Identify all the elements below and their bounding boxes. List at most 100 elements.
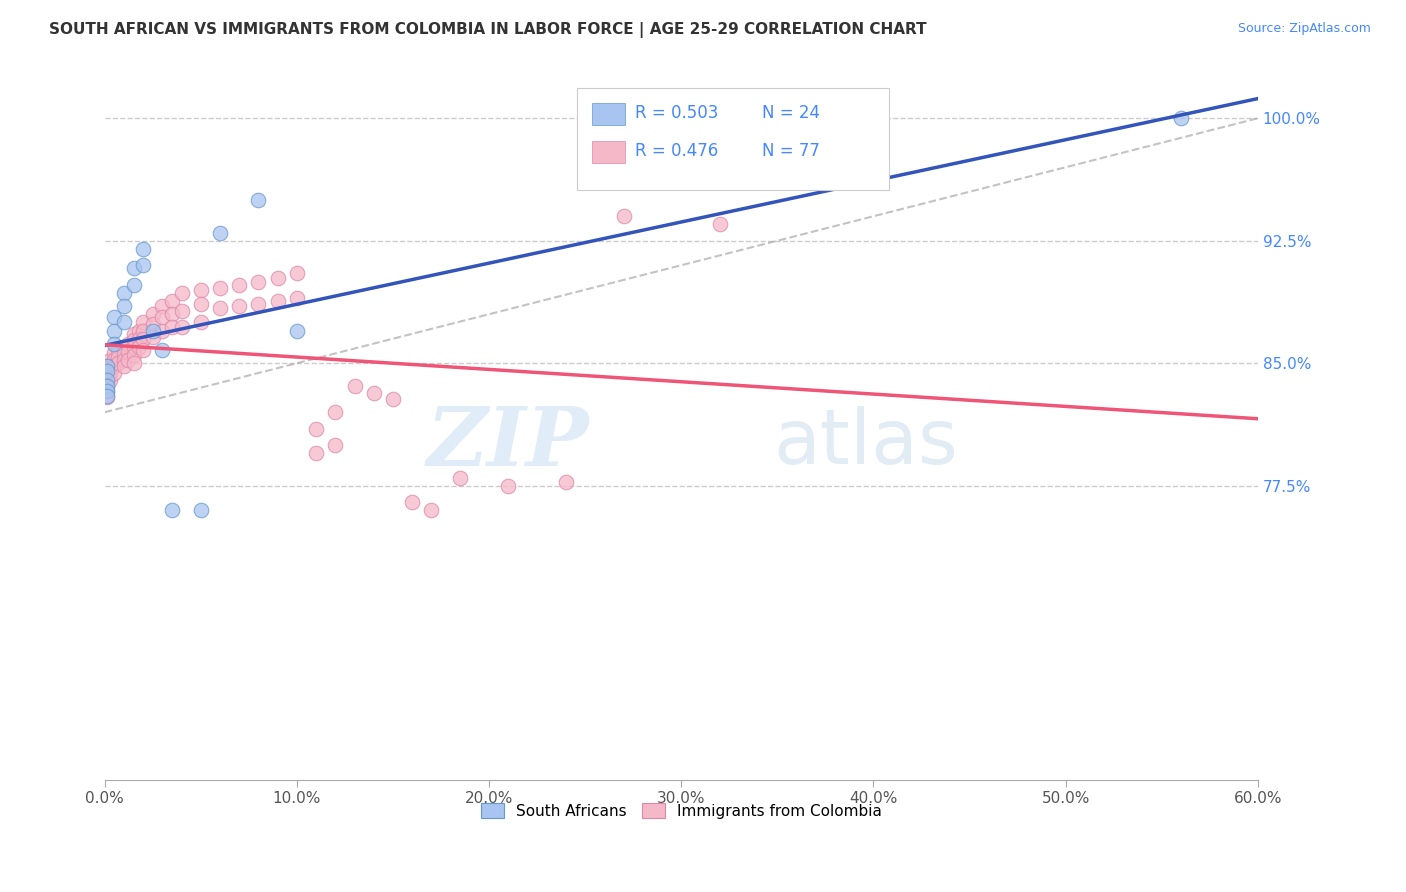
Point	[170, 285, 193, 300]
Point	[285, 324, 308, 338]
Point	[122, 348, 145, 362]
Point	[96, 389, 118, 403]
Point	[160, 294, 183, 309]
Point	[96, 369, 118, 384]
Point	[117, 336, 139, 351]
Text: Source: ZipAtlas.com: Source: ZipAtlas.com	[1237, 22, 1371, 36]
Point	[132, 258, 155, 272]
Point	[112, 285, 135, 300]
Point	[117, 353, 139, 368]
Point	[305, 446, 328, 460]
Point	[107, 343, 129, 358]
Point	[112, 346, 135, 360]
Point	[142, 324, 165, 338]
Point	[96, 374, 118, 388]
Point	[128, 324, 150, 338]
Point	[1170, 112, 1192, 126]
Point	[96, 372, 118, 386]
Point	[150, 310, 173, 325]
Point	[132, 343, 155, 358]
Point	[132, 324, 155, 338]
Point	[96, 384, 118, 398]
Point	[96, 379, 118, 393]
Point	[96, 391, 118, 405]
Point	[190, 283, 212, 297]
Point	[96, 364, 118, 378]
Point	[247, 297, 270, 311]
Point	[247, 193, 270, 207]
Text: R = 0.476: R = 0.476	[636, 142, 718, 161]
Point	[122, 277, 145, 292]
Point	[103, 346, 125, 360]
Point	[103, 366, 125, 380]
Point	[142, 307, 165, 321]
Point	[132, 332, 155, 346]
Point	[305, 421, 328, 435]
Point	[112, 340, 135, 354]
Point	[112, 299, 135, 313]
Point	[420, 503, 443, 517]
Point	[112, 315, 135, 329]
Point	[100, 359, 122, 374]
Point	[709, 218, 731, 232]
Point	[112, 359, 135, 374]
Point	[363, 385, 385, 400]
Text: ZIP: ZIP	[426, 402, 589, 483]
Point	[190, 503, 212, 517]
Legend: South Africans, Immigrants from Colombia: South Africans, Immigrants from Colombia	[475, 797, 889, 824]
Point	[247, 275, 270, 289]
Text: N = 24: N = 24	[762, 103, 820, 121]
Point	[170, 304, 193, 318]
Point	[142, 330, 165, 344]
Point	[498, 478, 520, 492]
Point	[228, 299, 250, 313]
Text: atlas: atlas	[773, 406, 959, 480]
Point	[96, 379, 118, 393]
Point	[122, 261, 145, 276]
Point	[96, 359, 118, 374]
Point	[401, 495, 423, 509]
Text: R = 0.503: R = 0.503	[636, 103, 718, 121]
Point	[160, 307, 183, 321]
Point	[103, 359, 125, 374]
Point	[208, 226, 231, 240]
Point	[100, 372, 122, 386]
Point	[555, 475, 578, 490]
Point	[381, 392, 404, 406]
Point	[103, 324, 125, 338]
Text: N = 77: N = 77	[762, 142, 820, 161]
Point	[208, 281, 231, 295]
Point	[160, 320, 183, 334]
Point	[285, 266, 308, 280]
Point	[150, 343, 173, 358]
Point	[449, 470, 471, 484]
Point	[100, 353, 122, 368]
Point	[117, 344, 139, 359]
Point	[343, 379, 366, 393]
Point	[132, 315, 155, 329]
Point	[96, 384, 118, 398]
Point	[128, 332, 150, 346]
Point	[112, 353, 135, 368]
Point	[266, 271, 288, 285]
Point	[103, 310, 125, 325]
Point	[285, 291, 308, 305]
Point	[96, 359, 118, 374]
Point	[132, 242, 155, 256]
Point	[103, 336, 125, 351]
FancyBboxPatch shape	[592, 103, 624, 125]
Point	[323, 438, 346, 452]
Point	[96, 364, 118, 378]
FancyBboxPatch shape	[592, 141, 624, 163]
Point	[190, 315, 212, 329]
Point	[266, 294, 288, 309]
Text: SOUTH AFRICAN VS IMMIGRANTS FROM COLOMBIA IN LABOR FORCE | AGE 25-29 CORRELATION: SOUTH AFRICAN VS IMMIGRANTS FROM COLOMBI…	[49, 22, 927, 38]
Point	[170, 320, 193, 334]
Point	[128, 340, 150, 354]
Point	[190, 297, 212, 311]
Point	[613, 209, 636, 223]
Point	[228, 277, 250, 292]
Point	[107, 350, 129, 364]
Point	[103, 353, 125, 368]
Point	[122, 340, 145, 354]
